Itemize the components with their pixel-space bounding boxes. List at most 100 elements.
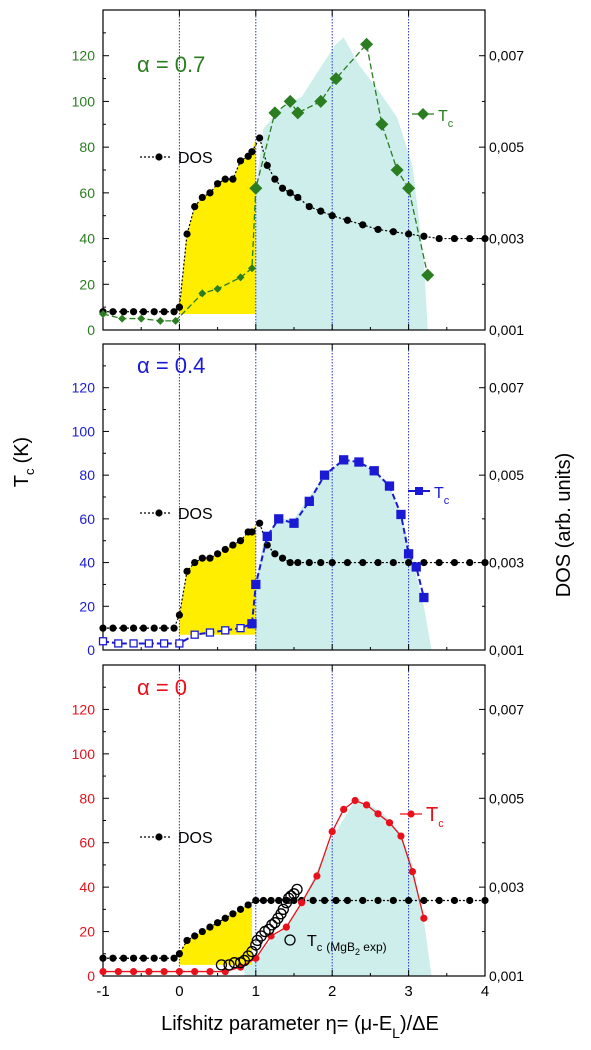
dos-shaded-area bbox=[179, 523, 256, 635]
left-tick-label: 100 bbox=[72, 93, 96, 109]
tc-point bbox=[282, 923, 290, 931]
dos-point bbox=[343, 896, 352, 905]
dos-point bbox=[206, 554, 214, 562]
left-tick-label: 0 bbox=[87, 968, 95, 984]
dos-point bbox=[150, 624, 158, 632]
tc-point bbox=[411, 562, 421, 572]
x-tick-label: 1 bbox=[252, 983, 260, 1000]
tc-point bbox=[369, 466, 379, 476]
dos-point bbox=[481, 896, 489, 905]
left-tick-label: 20 bbox=[79, 276, 95, 292]
tc-point bbox=[339, 455, 349, 465]
left-tick-label: 40 bbox=[79, 879, 95, 895]
tc-point bbox=[191, 967, 199, 976]
panel-label: α = 0.4 bbox=[137, 353, 205, 378]
tc-point bbox=[403, 549, 414, 559]
dos-point bbox=[175, 950, 183, 958]
tc-exp-legend-label: Tc (MgB2 exp) bbox=[307, 933, 387, 957]
dos-point bbox=[263, 161, 271, 170]
left-tick-label: 120 bbox=[72, 48, 96, 64]
tc-point bbox=[375, 117, 389, 131]
dos-point bbox=[374, 896, 382, 905]
panel-2: 0 20 40 60 80 100 120 0,001 0,003 0,005 0,007 α = 0… bbox=[72, 343, 524, 658]
tc-point bbox=[251, 579, 261, 590]
dos-point bbox=[420, 232, 428, 240]
dos-point bbox=[328, 558, 336, 567]
dos-point bbox=[120, 308, 128, 316]
dos-point bbox=[466, 896, 474, 905]
right-tick-label: 0,005 bbox=[489, 467, 524, 483]
tc-legend-label: Tc bbox=[438, 108, 454, 130]
dos-point bbox=[405, 558, 413, 567]
right-tick-label: 0,001 bbox=[489, 322, 524, 338]
dos-point bbox=[191, 558, 199, 567]
panel-label: α = 0 bbox=[137, 675, 187, 700]
tc-shaded-area bbox=[255, 459, 432, 650]
tc-point bbox=[221, 626, 230, 635]
dos-point bbox=[466, 234, 474, 243]
tc-legend-text: T bbox=[438, 108, 448, 125]
dos-point bbox=[252, 896, 260, 905]
tc-point bbox=[397, 832, 405, 840]
dos-point bbox=[206, 189, 214, 197]
tc-point bbox=[319, 470, 330, 480]
x-tick-label: 3 bbox=[404, 983, 412, 1000]
dos-point bbox=[389, 896, 397, 905]
dos-point bbox=[109, 624, 117, 632]
dos-point bbox=[191, 932, 199, 940]
tc-point bbox=[114, 967, 122, 976]
tc-point bbox=[340, 805, 348, 813]
dos-point bbox=[420, 896, 428, 905]
tc-exp-point bbox=[291, 883, 303, 896]
dos-point bbox=[317, 558, 325, 567]
tc-legend-subscript: c bbox=[438, 818, 444, 830]
dos-point bbox=[214, 550, 222, 558]
dos-point bbox=[160, 308, 168, 316]
tc-point bbox=[274, 514, 284, 524]
left-tick-label: 0 bbox=[87, 322, 95, 338]
dos-point bbox=[320, 896, 329, 905]
dos-series bbox=[99, 896, 489, 962]
dos-legend-label: DOS bbox=[178, 506, 213, 523]
dos-point bbox=[359, 896, 367, 905]
left-tick-label: 40 bbox=[79, 555, 95, 571]
tc-point bbox=[283, 94, 297, 108]
tc-point bbox=[213, 284, 222, 293]
dos-point bbox=[343, 216, 352, 224]
dos-point bbox=[221, 545, 229, 554]
dos-point bbox=[170, 624, 178, 632]
tc-point bbox=[419, 592, 429, 603]
x-tick-label: 0 bbox=[175, 983, 183, 1000]
dos-point bbox=[286, 189, 294, 197]
dos-point bbox=[435, 234, 443, 243]
dos-point bbox=[328, 212, 336, 220]
dos-point bbox=[450, 896, 459, 905]
right-tick-label: 0,001 bbox=[489, 642, 524, 658]
tc-point bbox=[247, 264, 256, 273]
tc-point bbox=[236, 273, 245, 282]
dos-point bbox=[139, 954, 148, 962]
dos-point bbox=[317, 207, 325, 215]
dos-legend-label: DOS bbox=[178, 830, 213, 847]
dos-point bbox=[175, 303, 183, 311]
dos-line bbox=[103, 899, 485, 959]
dos-point bbox=[294, 558, 302, 567]
dos-point bbox=[109, 308, 117, 316]
dos-point bbox=[309, 896, 317, 905]
dos-point bbox=[183, 936, 191, 945]
right-tick-label: 0,003 bbox=[489, 555, 524, 571]
tc-point bbox=[99, 310, 107, 318]
tc-point bbox=[190, 630, 199, 639]
right-tick-label: 0,003 bbox=[489, 879, 524, 895]
tc-point bbox=[159, 639, 169, 648]
tc-point bbox=[354, 457, 364, 467]
dos-point bbox=[244, 901, 252, 909]
tc-point bbox=[421, 268, 435, 282]
dos-point bbox=[236, 157, 245, 165]
dos-point bbox=[120, 954, 128, 962]
left-tick-label: 100 bbox=[72, 746, 96, 762]
tc-point bbox=[402, 181, 416, 195]
dos-point bbox=[481, 558, 489, 567]
